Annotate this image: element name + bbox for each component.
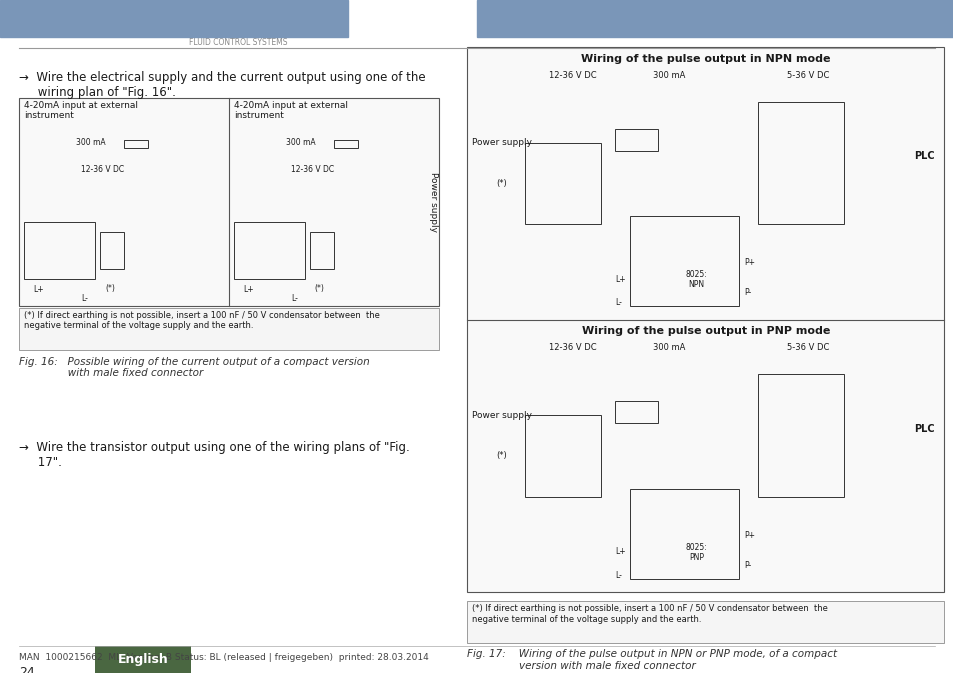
- Text: (*): (*): [314, 284, 324, 293]
- Text: 4-20mA input at external
instrument: 4-20mA input at external instrument: [24, 101, 137, 120]
- Text: Fig. 16:   Possible wiring of the current output of a compact version
          : Fig. 16: Possible wiring of the current …: [19, 357, 370, 378]
- Text: L-: L-: [81, 294, 88, 303]
- Text: PLC: PLC: [913, 424, 934, 433]
- Text: Wiring of the pulse output in PNP mode: Wiring of the pulse output in PNP mode: [581, 326, 829, 336]
- Bar: [19, 308, 438, 350]
- Text: 12-36 V DC: 12-36 V DC: [548, 343, 596, 352]
- Bar: [233, 222, 305, 279]
- Bar: [100, 232, 124, 269]
- Bar: [19, 98, 438, 306]
- Bar: [467, 601, 943, 643]
- Bar: [95, 646, 191, 673]
- Text: L+: L+: [615, 275, 625, 284]
- Bar: [124, 140, 148, 148]
- Text: 12-36 V DC: 12-36 V DC: [291, 165, 334, 174]
- Text: →  Wire the electrical supply and the current output using one of the
     wirin: → Wire the electrical supply and the cur…: [19, 71, 425, 99]
- Text: Wiring of the pulse output in NPN mode: Wiring of the pulse output in NPN mode: [580, 54, 830, 64]
- Text: Wiring: Wiring: [510, 20, 550, 32]
- Bar: [24, 222, 95, 279]
- Text: FLUID CONTROL SYSTEMS: FLUID CONTROL SYSTEMS: [189, 38, 288, 47]
- Text: 5-36 V DC: 5-36 V DC: [786, 71, 828, 79]
- Text: P-: P-: [743, 288, 751, 297]
- Text: English: English: [117, 653, 169, 666]
- Text: L-: L-: [615, 571, 621, 580]
- Text: L-: L-: [615, 298, 621, 308]
- Bar: [310, 232, 334, 269]
- Text: P+: P+: [743, 530, 755, 540]
- Text: MAN  1000215662  ML  Version: B Status: BL (released | freigegeben)  printed: 28: MAN 1000215662 ML Version: B Status: BL …: [19, 653, 429, 662]
- Text: Power supply: Power supply: [428, 172, 437, 232]
- Text: Type 8025/8035 /: Type 8025/8035 /: [510, 9, 657, 24]
- Bar: [467, 47, 943, 592]
- Text: 12-36 V DC: 12-36 V DC: [81, 165, 124, 174]
- Text: 300 mA: 300 mA: [286, 138, 315, 147]
- Text: →  Wire the transistor output using one of the wiring plans of "Fig.
     17".: → Wire the transistor output using one o…: [19, 441, 410, 469]
- Bar: [476, 0, 953, 37]
- Text: Power supply: Power supply: [472, 138, 532, 147]
- Bar: [0, 0, 348, 37]
- Bar: [615, 129, 658, 151]
- Text: L-: L-: [291, 294, 297, 303]
- Text: (*) If direct earthing is not possible, insert a 100 nF / 50 V condensator betwe: (*) If direct earthing is not possible, …: [472, 604, 827, 624]
- Text: L+: L+: [33, 285, 44, 294]
- Text: 300 mA: 300 mA: [653, 343, 685, 352]
- Text: 8025:
PNP: 8025: PNP: [685, 542, 706, 562]
- Bar: [524, 415, 600, 497]
- Text: (*): (*): [496, 452, 506, 460]
- Text: bürkert: bürkert: [186, 13, 291, 37]
- Text: 300 mA: 300 mA: [653, 71, 685, 79]
- Bar: [615, 401, 658, 423]
- Text: (*): (*): [496, 179, 506, 188]
- Bar: [758, 102, 843, 224]
- Bar: [524, 143, 600, 224]
- Text: 300 mA: 300 mA: [76, 138, 106, 147]
- Text: Fig. 17:    Wiring of the pulse output in NPN or PNP mode, of a compact
        : Fig. 17: Wiring of the pulse output in N…: [467, 649, 837, 671]
- Text: L+: L+: [615, 547, 625, 557]
- Text: 5-36 V DC: 5-36 V DC: [786, 343, 828, 352]
- Text: P+: P+: [743, 258, 755, 267]
- Text: 4-20mA input at external
instrument: 4-20mA input at external instrument: [233, 101, 347, 120]
- Text: Power supply: Power supply: [472, 411, 532, 419]
- Text: (*) If direct earthing is not possible, insert a 100 nF / 50 V condensator betwe: (*) If direct earthing is not possible, …: [24, 311, 379, 330]
- Text: P-: P-: [743, 561, 751, 570]
- Text: 12-36 V DC: 12-36 V DC: [548, 71, 596, 79]
- Text: (*): (*): [105, 284, 114, 293]
- Text: L+: L+: [243, 285, 253, 294]
- Bar: [629, 489, 739, 579]
- Bar: [334, 140, 357, 148]
- Bar: [629, 216, 739, 306]
- Text: 24: 24: [19, 666, 35, 673]
- Text: PLC: PLC: [913, 151, 934, 161]
- Bar: [758, 374, 843, 497]
- Text: 8025:
NPN: 8025: NPN: [685, 270, 706, 289]
